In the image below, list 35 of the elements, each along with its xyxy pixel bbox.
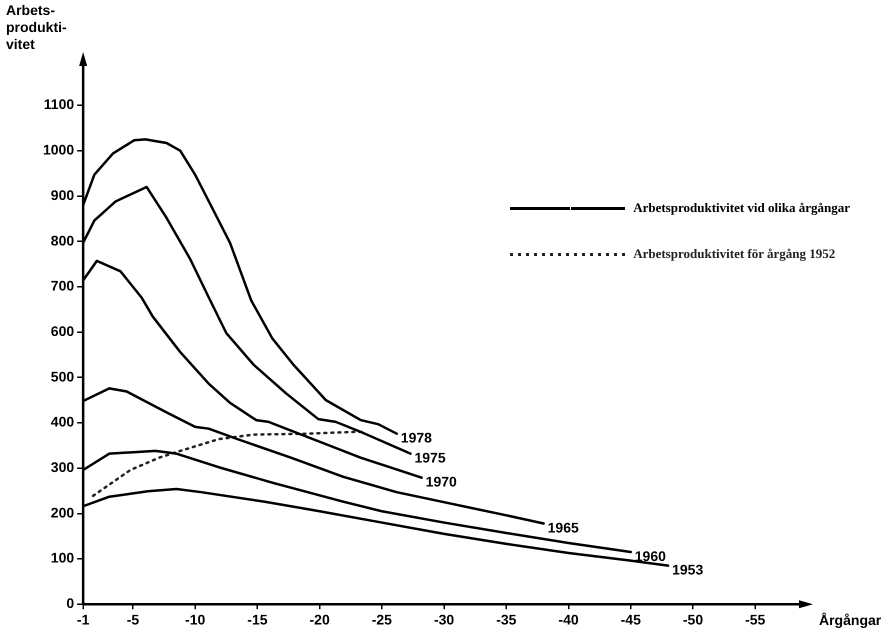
x-tick-label: -25 <box>372 611 392 628</box>
y-tick-label: 800 <box>50 232 74 248</box>
y-tick-label: 700 <box>50 278 74 294</box>
y-axis-title: Arbets- produkti- vitet <box>6 2 67 52</box>
x-tick-label: -10 <box>185 611 206 628</box>
annotation: 1965 <box>548 519 579 536</box>
x-tick-label: -15 <box>247 611 268 628</box>
x-tick-label: -20 <box>309 611 330 628</box>
annotation: 1953 <box>672 562 704 578</box>
y-tick-label: 200 <box>50 504 74 520</box>
x-tick-label: -30 <box>434 611 454 628</box>
y-tick-label: 500 <box>50 368 74 384</box>
x-tick-label: -45 <box>620 611 642 628</box>
y-tick-label: 600 <box>50 322 74 339</box>
line-series <box>92 430 364 498</box>
legend-label: Arbetsproduktivitet för årgång 1952 <box>633 246 836 262</box>
x-tick-label: -1 <box>76 611 90 628</box>
y-tick-label: 900 <box>50 186 74 203</box>
y-tick-label: 400 <box>50 414 74 430</box>
annotation: 1970 <box>426 474 458 490</box>
x-tick-label: -50 <box>682 611 704 628</box>
y-tick-label: 0 <box>66 595 74 612</box>
y-tick-label: 1100 <box>44 96 74 112</box>
legend-label: Arbetsproduktivitet vid olika årgångar <box>633 200 850 216</box>
annotation: 1978 <box>400 430 432 446</box>
x-tick-label: -5 <box>126 611 140 628</box>
y-tick-label: 300 <box>50 459 74 476</box>
x-tick-label: -40 <box>558 611 579 628</box>
annotation: 1975 <box>414 449 446 466</box>
x-tick-label: -35 <box>496 611 517 628</box>
x-tick-label: -55 <box>745 611 766 628</box>
annotation: 1960 <box>634 548 666 564</box>
y-tick-label: 1000 <box>42 142 74 158</box>
x-axis-title: Årgångar <box>819 612 882 628</box>
y-tick-label: 100 <box>50 550 74 566</box>
